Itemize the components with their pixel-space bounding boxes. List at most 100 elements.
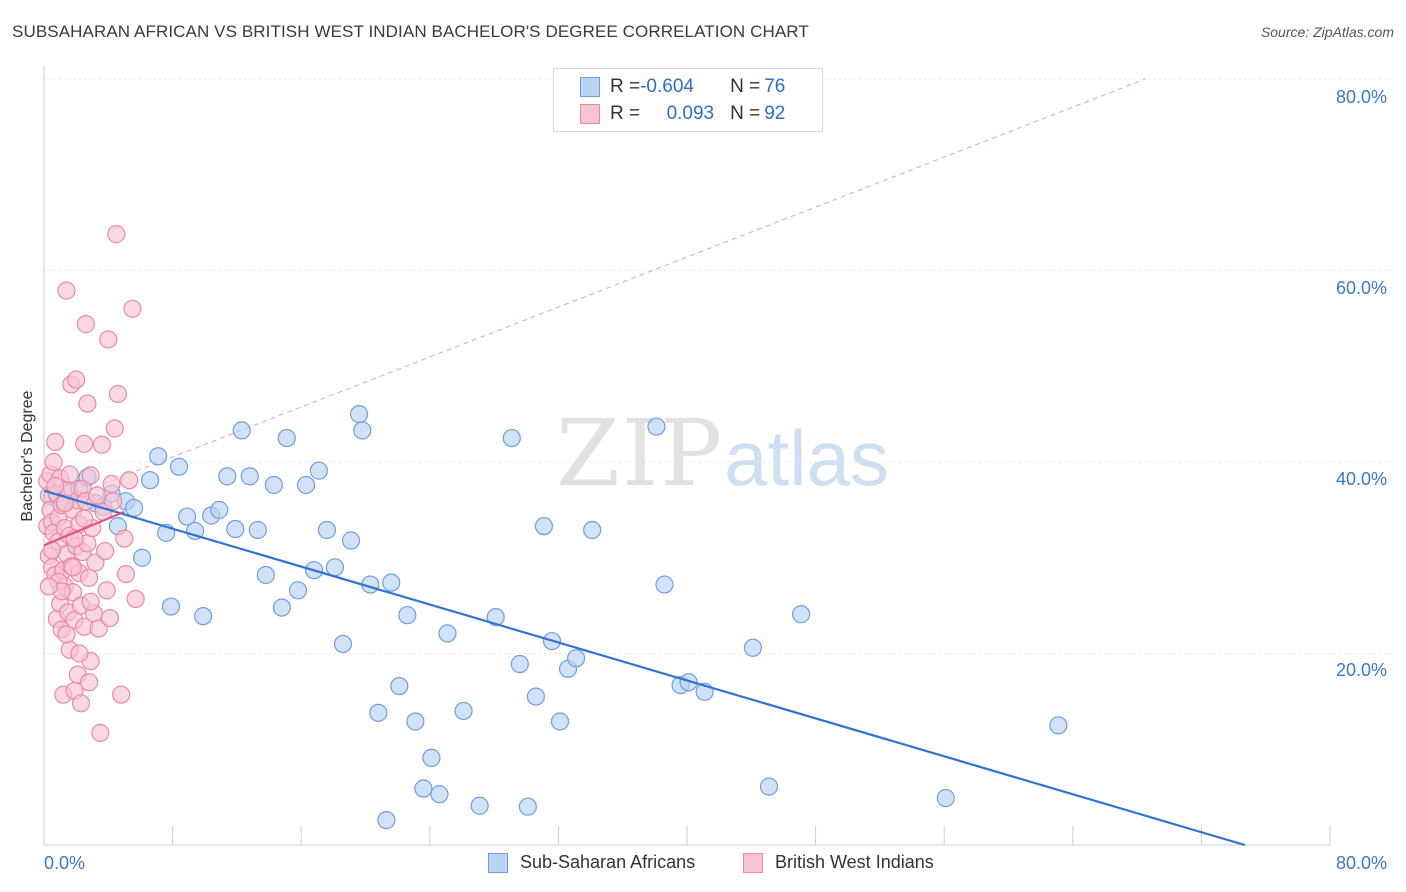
legend-n-value: 76: [764, 76, 786, 97]
subsaharan-point: [272, 598, 292, 617]
subsaharan-point: [232, 421, 251, 440]
subsaharan-point: [382, 573, 401, 592]
subsaharan-point: [124, 498, 144, 518]
pink-swatch-icon: [743, 852, 763, 873]
subsaharan-point: [398, 606, 417, 625]
subsaharan-point: [194, 607, 213, 626]
legend-row-subsaharan: R = -0.604 N = 76: [580, 75, 785, 99]
subsaharan-point: [526, 687, 545, 706]
subsaharan-point: [454, 701, 473, 721]
blue-swatch-icon: [580, 77, 600, 97]
subsaharan-point: [325, 558, 345, 577]
subsaharan-point: [1049, 716, 1068, 735]
bwi-point: [91, 723, 110, 743]
subsaharan-point: [353, 421, 372, 440]
subsaharan-point: [647, 417, 666, 436]
y-tick-label: 60.0%: [1336, 278, 1388, 298]
subsaharan-trend-line: [43, 489, 1246, 847]
source-note: Source: ZipAtlas.com: [1260, 24, 1394, 40]
bwi-point: [123, 299, 142, 318]
subsaharan-point: [140, 471, 160, 490]
subsaharan-point: [132, 548, 152, 567]
subsaharan-point: [264, 475, 283, 495]
watermark-atlas: atlas: [724, 414, 889, 502]
subsaharan-point: [743, 638, 763, 657]
bwi-point: [107, 225, 126, 244]
subsaharan-point: [390, 676, 409, 696]
subsaharan-point: [759, 777, 779, 796]
subsaharan-point: [470, 796, 489, 815]
bwi-point: [104, 492, 123, 511]
legend-n-label: N =: [730, 103, 761, 124]
legend-r-value: 0.093: [666, 103, 715, 124]
bwi-point: [116, 564, 136, 584]
subsaharan-point: [177, 507, 197, 526]
subsaharan-point: [534, 517, 554, 536]
subsaharan-point: [341, 531, 361, 550]
y-tick-label: 40.0%: [1336, 469, 1388, 489]
bwi-point: [79, 568, 99, 587]
reference-line: [43, 78, 1146, 508]
subsaharan-point: [792, 605, 811, 624]
legend-item-subsaharan: Sub-Saharan Africans: [488, 852, 695, 873]
bwi-point: [67, 370, 86, 389]
bwi-point: [102, 474, 121, 494]
pink-swatch-icon: [580, 104, 600, 124]
bwi-point: [78, 394, 97, 413]
subsaharan-point: [655, 575, 674, 594]
legend-r-label: R =: [610, 76, 641, 97]
bwi-point: [79, 673, 99, 692]
bwi-point: [70, 644, 89, 663]
legend-row-bwi: R = 0.093 N = 92: [580, 102, 785, 126]
subsaharan-point: [438, 624, 457, 643]
subsaharan-point: [430, 785, 449, 804]
bwi-point: [71, 694, 91, 713]
legend-series-label: Sub-Saharan Africans: [520, 852, 696, 872]
series-legend: Sub-Saharan Africans British West Indian…: [0, 852, 1406, 876]
subsaharan-point: [936, 788, 955, 808]
legend-n-value: 92: [764, 103, 786, 124]
legend-item-bwi: British West Indians: [743, 852, 934, 873]
bwi-point: [115, 529, 134, 548]
bwi-point: [99, 330, 118, 349]
subsaharan-point: [486, 608, 505, 627]
correlation-legend: R = -0.604 N = 76 R = 0.093 N = 92: [553, 68, 823, 132]
subsaharan-point: [333, 634, 353, 654]
subsaharan-point: [226, 519, 245, 539]
x-axis-max-label: 80.0%: [1336, 853, 1388, 873]
bwi-point: [100, 608, 120, 628]
legend-r-label: R =: [610, 103, 641, 124]
bwi-point: [57, 625, 76, 644]
bwi-point: [89, 619, 108, 638]
subsaharan-point: [296, 475, 316, 495]
bwi-point: [44, 452, 63, 472]
legend-r-value: -0.604: [640, 76, 694, 97]
chart-title: SUBSAHARAN AFRICAN VS BRITISH WEST INDIA…: [12, 22, 809, 41]
subsaharan-point: [566, 649, 586, 668]
bwi-point: [92, 435, 111, 454]
bwi-point: [112, 685, 131, 704]
subsaharan-point: [309, 461, 328, 480]
bwi-point: [126, 589, 145, 609]
bwi-point: [95, 541, 115, 561]
legend-series-label: British West Indians: [775, 852, 934, 872]
bwi-point: [39, 577, 58, 596]
bwi-point: [63, 558, 83, 577]
subsaharan-point: [550, 712, 570, 731]
subsaharan-point: [414, 779, 433, 798]
subsaharan-point: [510, 654, 529, 674]
legend-n-label: N =: [730, 76, 761, 97]
bwi-point: [60, 465, 79, 484]
y-tick-label: 80.0%: [1336, 87, 1388, 107]
x-axis-min-label: 0.0%: [44, 853, 86, 873]
bwi-point: [75, 434, 94, 453]
subsaharan-point: [502, 428, 521, 448]
subsaharan-point: [317, 520, 337, 540]
bwi-point: [108, 384, 128, 404]
subsaharan-point: [169, 457, 189, 476]
bwi-point: [57, 281, 76, 300]
subsaharan-point: [377, 811, 396, 830]
bwi-point: [97, 581, 116, 600]
subsaharan-point: [240, 467, 259, 486]
